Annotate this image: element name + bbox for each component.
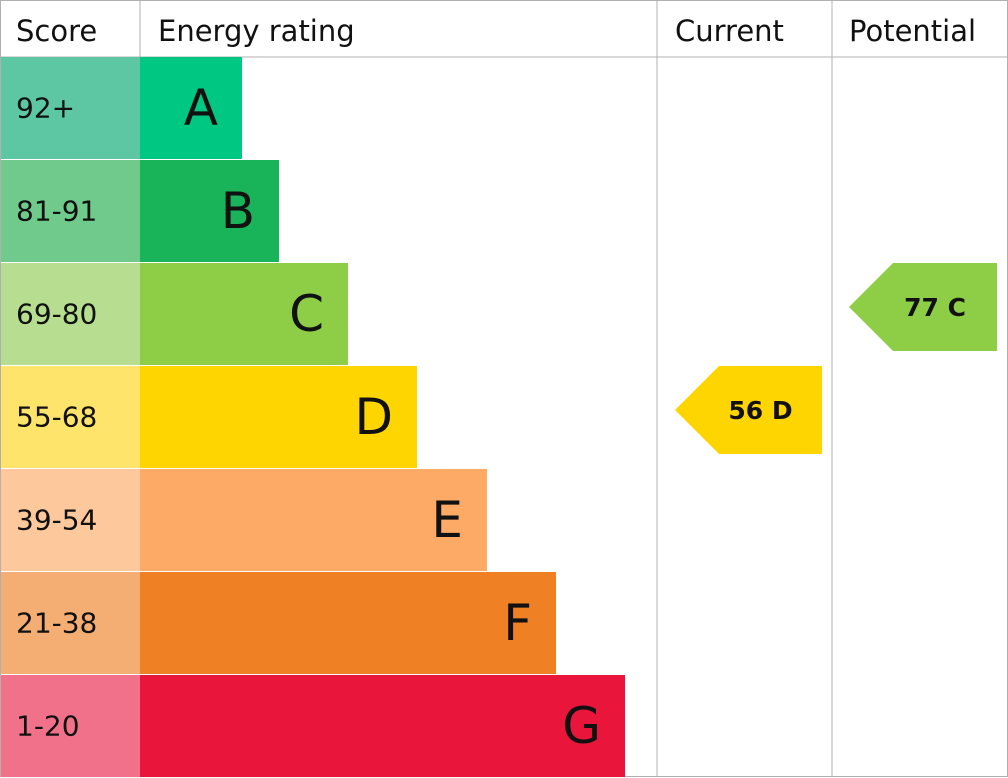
rating-bar (140, 675, 625, 777)
rating-letter: D (354, 388, 393, 446)
rating-letter: B (221, 182, 255, 240)
potential-letter: C (948, 293, 966, 322)
current-letter: D (772, 396, 793, 425)
rating-bar (140, 366, 417, 468)
rating-bar (140, 469, 487, 571)
potential-label: 77 C (904, 293, 966, 322)
score-range: 39-54 (16, 504, 97, 537)
score-cell (1, 675, 140, 777)
score-range: 81-91 (16, 195, 97, 228)
score-range: 69-80 (16, 298, 97, 331)
current-label: 56 D (728, 396, 792, 425)
score-range: 1-20 (16, 710, 80, 743)
score-cell (1, 263, 140, 365)
score-cell (1, 572, 140, 674)
rating-bar (140, 572, 556, 674)
score-cell (1, 366, 140, 468)
rating-letter: F (503, 594, 532, 652)
rating-letter: A (184, 79, 218, 137)
score-cell (1, 469, 140, 571)
header-current: Current (675, 14, 784, 48)
potential-score: 77 (904, 293, 939, 322)
rating-bar (140, 263, 348, 365)
score-range: 55-68 (16, 401, 97, 434)
header-score: Score (16, 14, 97, 48)
score-cell (1, 57, 140, 159)
header-potential: Potential (849, 14, 976, 48)
rating-bar (140, 57, 242, 159)
score-cell (1, 160, 140, 262)
score-range: 21-38 (16, 607, 97, 640)
current-score: 56 (728, 396, 763, 425)
potential-arrow (849, 263, 997, 351)
score-range: 92+ (16, 92, 75, 125)
rating-letter: G (562, 697, 601, 755)
current-arrow (675, 366, 822, 454)
rating-letter: E (431, 491, 463, 549)
rating-letter: C (289, 285, 324, 343)
header-rating: Energy rating (158, 14, 355, 48)
rating-bar (140, 160, 279, 262)
